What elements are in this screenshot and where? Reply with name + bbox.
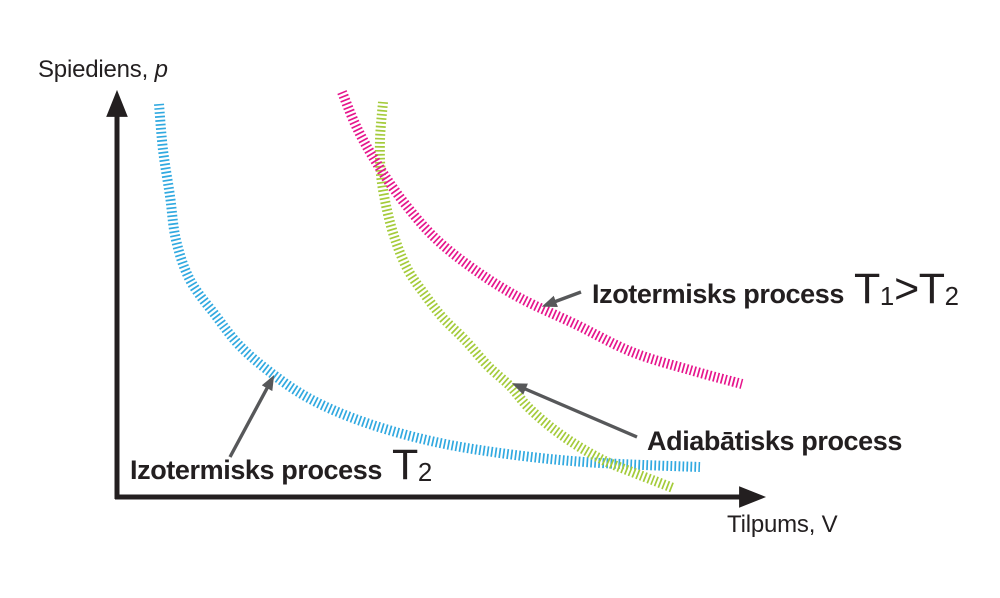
x-axis-label-text: Tilpums, V <box>727 511 838 538</box>
isotherm-t2-curve <box>154 103 701 472</box>
isotherm-t2-pointer-arrow <box>228 375 275 458</box>
x-axis-label: Tilpums, V <box>727 511 838 538</box>
isotherm-t1-pointer-arrow <box>541 290 582 307</box>
greater-than-sign: > <box>894 265 919 313</box>
adiabatic-label-text: Adiabātisks process <box>647 426 903 456</box>
t-symbol: T <box>392 441 418 489</box>
t1-symbol: T <box>854 265 880 313</box>
y-axis-label-text: Spiediens, <box>38 56 149 83</box>
isotherm-t1-label: Izotermisks process T1>T2 <box>592 268 959 311</box>
t-subscript: 2 <box>417 458 433 487</box>
adiabatic-pointer-arrow <box>511 383 638 439</box>
t1-subscript: 1 <box>879 282 895 311</box>
isotherm-t2-label-text: Izotermisks process <box>130 455 383 485</box>
adiabatic-label: Adiabātisks process <box>647 428 902 455</box>
adiabatic-curve <box>374 101 675 493</box>
y-axis-label: Spiediens, p <box>38 58 168 82</box>
isotherm-t2-label: Izotermisks process T2 <box>130 444 432 487</box>
isotherm-t1-label-text: Izotermisks process <box>592 279 845 309</box>
isotherm-t2-temperature-expression: T2 <box>392 441 432 489</box>
t2-subscript: 2 <box>944 282 959 311</box>
t2-symbol: T <box>918 265 945 313</box>
isotherm-t1-curve <box>337 90 744 389</box>
y-axis-symbol: p <box>154 56 168 83</box>
isotherm-t1-temperature-expression: T1>T2 <box>854 265 959 313</box>
